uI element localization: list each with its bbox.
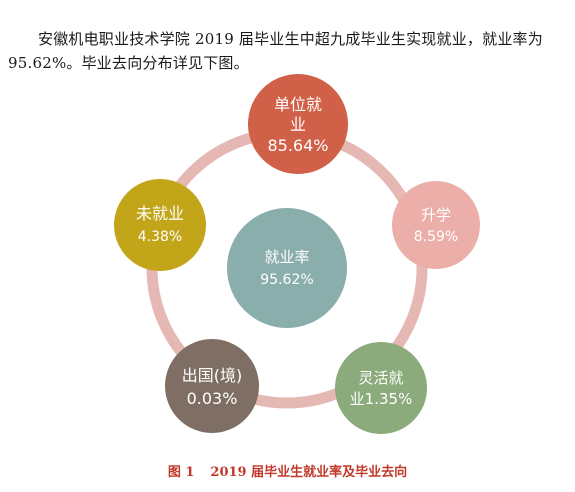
center-value: 95.62%	[260, 272, 313, 288]
node-employed-label-1: 单位就	[274, 95, 322, 114]
node-employed-circle	[248, 74, 348, 174]
node-flexible-label-1: 灵活就	[358, 369, 403, 387]
node-employed-label-2: 业	[290, 115, 306, 134]
center-node: 就业率 95.62%	[227, 208, 347, 328]
figure-number: 图 1	[167, 465, 195, 480]
node-unemployed-label: 未就业	[136, 204, 184, 223]
intro-paragraph: 安徽机电职业技术学院 2019 届毕业生中超九成毕业生实现就业，就业率为 95.…	[8, 30, 543, 72]
node-further-study-value: 8.59%	[414, 229, 458, 245]
node-unemployed-value: 4.38%	[138, 229, 182, 245]
figure-caption: 图 1 2019 届毕业生就业率及毕业去向	[0, 461, 575, 480]
node-employed: 单位就 业 85.64%	[248, 74, 348, 174]
node-further-study: 升学 8.59%	[392, 181, 480, 269]
node-abroad-value: 0.03%	[187, 389, 238, 408]
center-circle	[227, 208, 347, 328]
node-flexible-circle	[335, 342, 427, 434]
node-unemployed: 未就业 4.38%	[114, 179, 206, 271]
center-label: 就业率	[264, 248, 309, 266]
node-abroad-label: 出国(境)	[182, 366, 243, 385]
node-further-study-circle	[392, 181, 480, 269]
node-employed-value: 85.64%	[267, 136, 328, 155]
node-abroad: 出国(境) 0.03%	[165, 339, 259, 433]
node-flexible: 灵活就 业1.35%	[335, 342, 427, 434]
node-further-study-label: 升学	[421, 206, 451, 224]
node-abroad-circle	[165, 339, 259, 433]
figure-caption-text: 2019 届毕业生就业率及毕业去向	[210, 465, 408, 480]
node-flexible-label-2: 业1.35%	[350, 390, 413, 408]
node-unemployed-circle	[114, 179, 206, 271]
